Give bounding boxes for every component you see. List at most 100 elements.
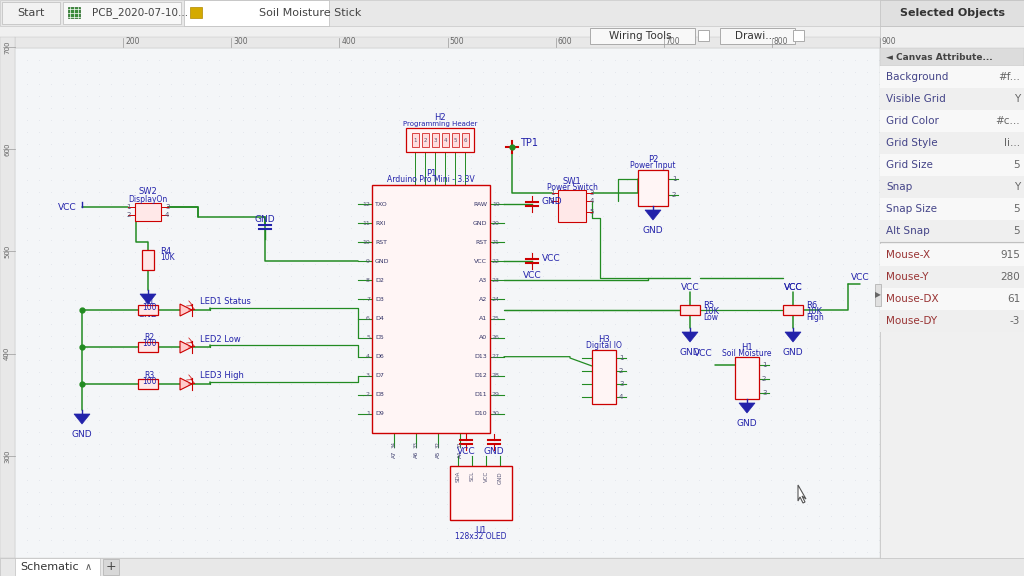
Bar: [874, 284, 881, 306]
Bar: [138, 379, 158, 389]
Text: D8: D8: [375, 392, 384, 397]
Text: A5: A5: [435, 451, 440, 458]
Bar: [103, 559, 119, 575]
Bar: [880, 26, 1024, 576]
Text: R6: R6: [806, 301, 817, 309]
Text: P1: P1: [426, 169, 436, 177]
Bar: [432, 133, 439, 147]
Bar: [0, 26, 880, 37]
Text: SCL: SCL: [469, 471, 474, 482]
Text: 4: 4: [590, 198, 594, 204]
Text: D12: D12: [474, 373, 487, 378]
Bar: [783, 305, 803, 315]
Text: A0: A0: [479, 335, 487, 340]
Text: SW1: SW1: [562, 176, 582, 185]
Bar: [15, 37, 880, 48]
Text: 3: 3: [762, 390, 767, 396]
Bar: [880, 88, 1024, 110]
Text: 2: 2: [762, 376, 766, 382]
Text: Mouse-X: Mouse-X: [886, 250, 930, 260]
Text: A7: A7: [391, 451, 396, 458]
Text: Soil Moisture Stick: Soil Moisture Stick: [259, 8, 361, 18]
Polygon shape: [645, 210, 662, 220]
Text: 4: 4: [165, 212, 169, 218]
Text: 5: 5: [367, 335, 370, 340]
Text: Visible Grid: Visible Grid: [886, 94, 946, 104]
Text: 4: 4: [366, 354, 370, 359]
Text: Grid Size: Grid Size: [886, 160, 933, 170]
Text: Power Input: Power Input: [630, 161, 676, 170]
Text: 500: 500: [450, 37, 464, 47]
Text: H2: H2: [434, 113, 445, 123]
Bar: [63, 2, 181, 24]
Text: GND: GND: [643, 226, 664, 235]
Bar: [190, 7, 202, 18]
Text: 5: 5: [454, 138, 457, 142]
Text: D5: D5: [375, 335, 384, 340]
Polygon shape: [180, 341, 193, 353]
Text: DisplayOn: DisplayOn: [128, 195, 168, 203]
Text: Y: Y: [1014, 182, 1020, 192]
Text: TP1: TP1: [520, 138, 538, 148]
Text: Y: Y: [1014, 94, 1020, 104]
Text: 11: 11: [362, 221, 370, 226]
Text: Power Switch: Power Switch: [547, 183, 597, 191]
Text: R3: R3: [144, 370, 155, 380]
Text: 5: 5: [590, 209, 594, 215]
Bar: [406, 128, 474, 152]
Text: 800: 800: [774, 37, 788, 47]
Text: #c...: #c...: [995, 116, 1020, 126]
Polygon shape: [74, 414, 90, 424]
Text: ◄ Canvas Attribute...: ◄ Canvas Attribute...: [886, 52, 992, 62]
Text: Low: Low: [703, 313, 718, 321]
Text: 7: 7: [366, 297, 370, 302]
Text: 33: 33: [414, 441, 419, 448]
Text: 100: 100: [141, 339, 157, 348]
Text: GND: GND: [680, 348, 700, 357]
Text: Start: Start: [17, 8, 45, 18]
Bar: [422, 133, 429, 147]
Text: D3: D3: [375, 297, 384, 302]
Text: Selected Objects: Selected Objects: [899, 8, 1005, 18]
Text: 34: 34: [391, 441, 396, 448]
Text: Alt Snap: Alt Snap: [886, 226, 930, 236]
Bar: [15, 558, 100, 576]
Text: 6: 6: [463, 138, 467, 142]
Text: D6: D6: [375, 354, 384, 359]
Bar: [880, 176, 1024, 198]
Text: Schematic: Schematic: [20, 562, 79, 572]
Text: 12: 12: [362, 202, 370, 207]
Text: Arduino Pro Mini - 3.3V: Arduino Pro Mini - 3.3V: [387, 176, 475, 184]
Bar: [462, 133, 469, 147]
Bar: [880, 288, 1024, 310]
Bar: [680, 305, 700, 315]
Text: VCC: VCC: [457, 448, 475, 457]
Text: 10K: 10K: [160, 253, 175, 263]
Text: 1: 1: [414, 138, 417, 142]
Text: A3: A3: [479, 278, 487, 283]
Text: VCC: VCC: [851, 274, 869, 282]
Text: Mouse-Y: Mouse-Y: [886, 272, 929, 282]
Text: VCC: VCC: [783, 283, 803, 293]
Text: 700: 700: [666, 37, 680, 47]
Bar: [720, 28, 795, 44]
Text: 24: 24: [492, 297, 500, 302]
Text: 2: 2: [423, 138, 427, 142]
Text: GND: GND: [498, 471, 503, 484]
Text: 3: 3: [590, 190, 594, 196]
Text: A1: A1: [479, 316, 487, 321]
Text: 10K: 10K: [703, 306, 719, 316]
Text: 31: 31: [458, 441, 463, 448]
Bar: [880, 310, 1024, 332]
Text: A4: A4: [458, 451, 463, 458]
Text: R1: R1: [144, 297, 154, 305]
Polygon shape: [682, 332, 698, 342]
Text: Mouse-DX: Mouse-DX: [886, 294, 939, 304]
Text: 200: 200: [125, 37, 139, 47]
Text: VCC: VCC: [681, 283, 699, 293]
Text: 1: 1: [127, 204, 131, 210]
Text: VCC: VCC: [783, 283, 803, 293]
Text: 8: 8: [367, 278, 370, 283]
Text: D2: D2: [375, 278, 384, 283]
Text: 5: 5: [1014, 160, 1020, 170]
